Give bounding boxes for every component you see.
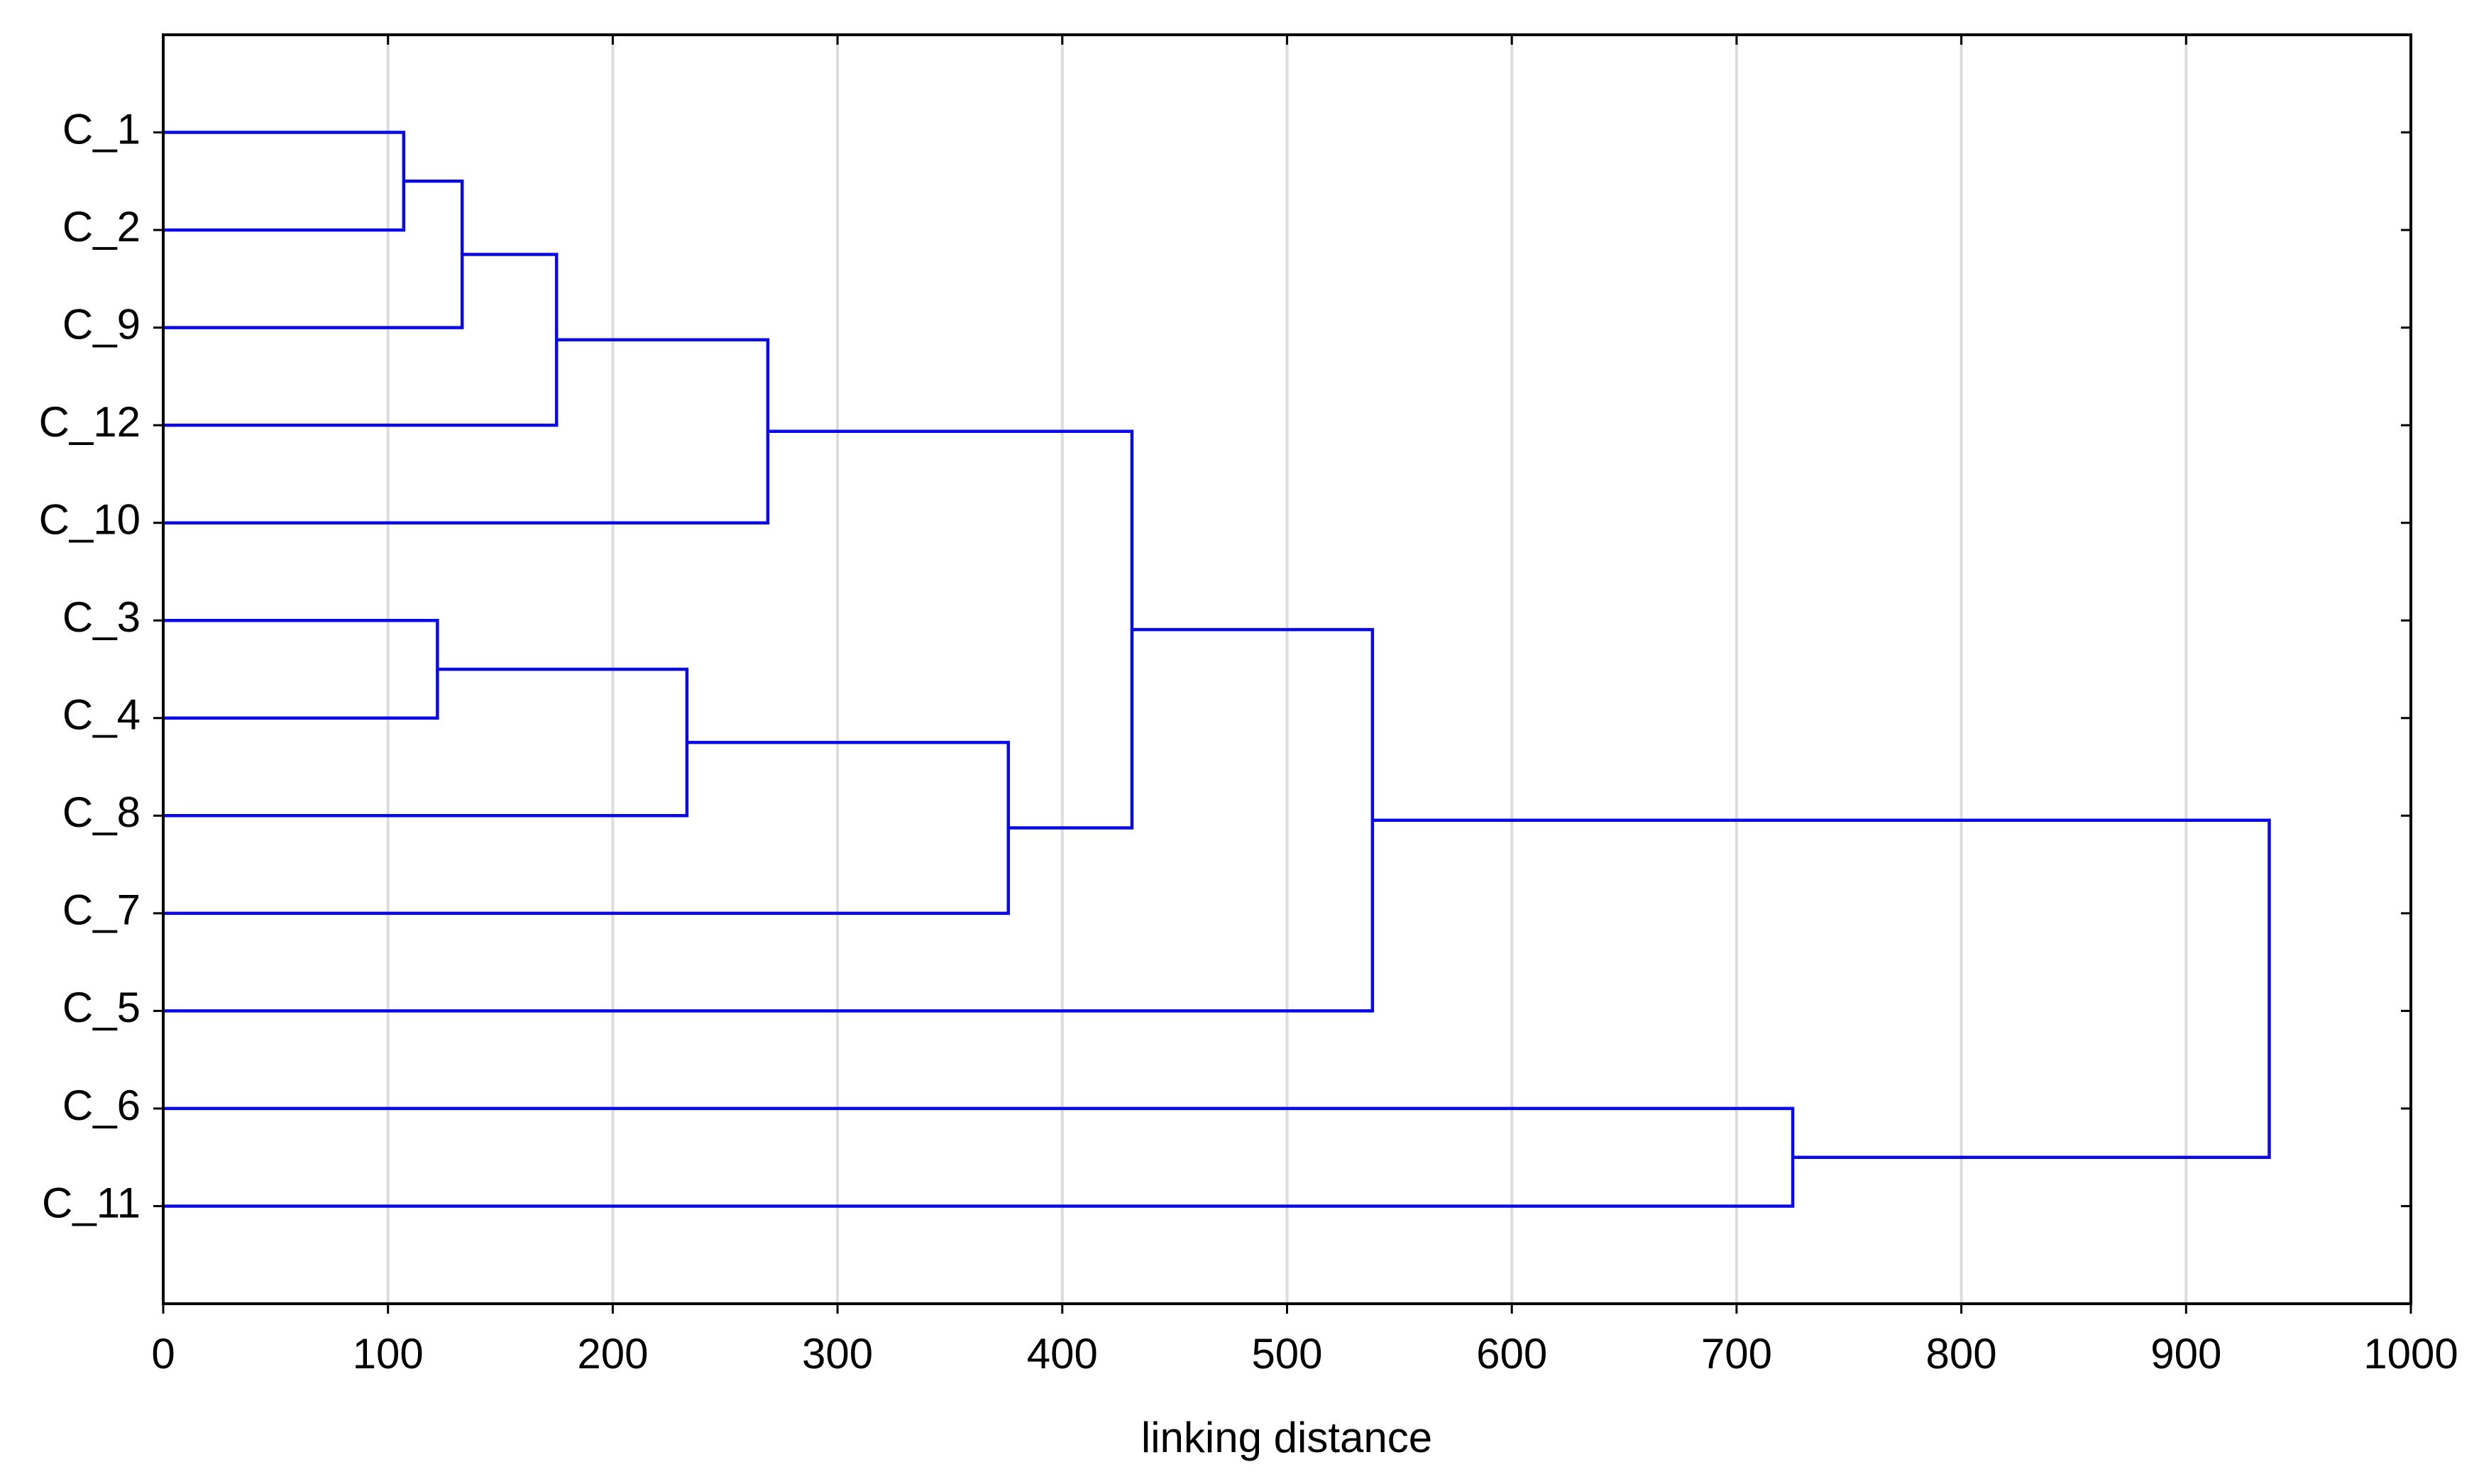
dendrogram-link: [767, 429, 1134, 830]
dendrogram-link: [163, 618, 439, 720]
dendrogram-link: [163, 740, 1011, 916]
x-tick-label: 100: [353, 1330, 424, 1378]
x-tick-label: 700: [1701, 1330, 1772, 1378]
x-tick-label: 900: [2150, 1330, 2221, 1378]
leaf-label: C_10: [39, 496, 141, 544]
plot-frame: [162, 33, 2412, 1305]
leaf-label: C_5: [62, 984, 141, 1031]
dendrogram-link: [1372, 818, 2271, 1159]
dendrogram-link: [163, 1106, 1795, 1208]
dendrogram-link: [163, 627, 1375, 1013]
leaf-label: C_6: [62, 1082, 141, 1129]
leaf-label: C_7: [62, 886, 141, 934]
x-tick-label: 600: [1476, 1330, 1547, 1378]
leaf-label: C_4: [62, 691, 141, 739]
leaf-label: C_8: [62, 788, 141, 836]
leaf-label: C_2: [62, 203, 141, 251]
x-tick-label: 200: [577, 1330, 648, 1378]
x-tick-label: 800: [1926, 1330, 1997, 1378]
dendrogram-link: [163, 131, 406, 232]
dendrogram-link: [163, 338, 770, 524]
leaf-label: C_11: [42, 1179, 141, 1226]
x-tick-label: 500: [1251, 1330, 1322, 1378]
leaf-label: C_1: [62, 105, 141, 153]
dendrogram-link: [163, 180, 464, 329]
dendrogram-link: [163, 667, 689, 818]
x-tick-label: 1000: [2363, 1330, 2458, 1378]
leaf-label: C_3: [62, 593, 141, 641]
leaf-label: C_12: [39, 398, 141, 446]
x-tick-label: 300: [802, 1330, 873, 1378]
x-tick-label: 0: [151, 1330, 175, 1378]
leaf-label: C_9: [62, 300, 141, 348]
x-axis-label: linking distance: [1141, 1414, 1432, 1461]
x-tick-label: 400: [1027, 1330, 1098, 1378]
dendrogram-link: [163, 253, 559, 427]
